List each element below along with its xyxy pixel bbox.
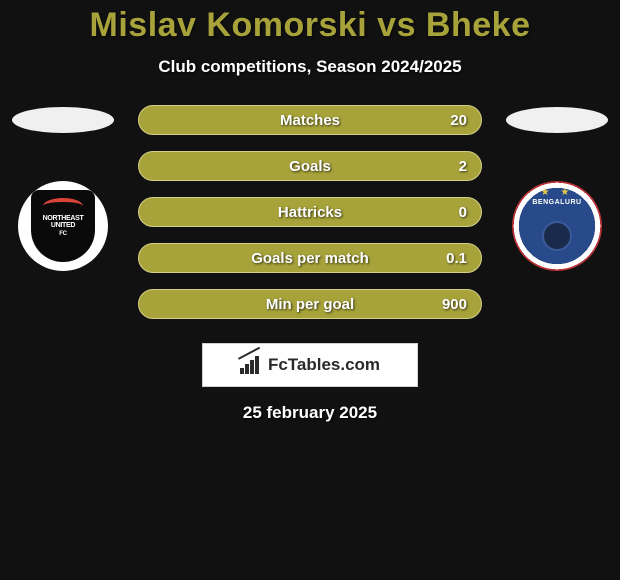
stat-label: Goals bbox=[289, 158, 331, 175]
stat-bar: Hattricks 0 bbox=[138, 197, 482, 227]
neu-shield-icon: NORTHEAST UNITED FC bbox=[31, 190, 95, 262]
ben-stars-icon: ★ ★ bbox=[541, 187, 574, 198]
stat-label: Matches bbox=[280, 112, 340, 129]
stat-value-right: 0 bbox=[459, 204, 467, 221]
stat-label: Goals per match bbox=[251, 250, 369, 267]
stat-bar: Min per goal 900 bbox=[138, 289, 482, 319]
stat-value-right: 2 bbox=[459, 158, 467, 175]
stat-value-right: 900 bbox=[442, 296, 467, 313]
stat-value-right: 0.1 bbox=[446, 250, 467, 267]
neu-logo-line2: UNITED bbox=[51, 222, 75, 229]
brand-attribution[interactable]: FcTables.com bbox=[202, 343, 418, 387]
stat-value-right: 20 bbox=[450, 112, 467, 129]
ben-ball-icon bbox=[542, 221, 572, 251]
stat-label: Hattricks bbox=[278, 204, 342, 221]
stats-column: Matches 20 Goals 2 Hattricks 0 Goals per match… bbox=[118, 105, 502, 335]
ben-logo-text: BENGALURU bbox=[532, 199, 581, 206]
stat-bar: Goals per match 0.1 bbox=[138, 243, 482, 273]
right-club-logo: ★ ★ BENGALURU bbox=[512, 181, 602, 271]
right-player-photo bbox=[506, 107, 608, 133]
stat-bar: Goals 2 bbox=[138, 151, 482, 181]
page-title: Mislav Komorski vs Bheke bbox=[0, 6, 620, 45]
left-player-column: NORTHEAST UNITED FC bbox=[8, 105, 118, 271]
snapshot-date: 25 february 2025 bbox=[0, 403, 620, 423]
comparison-card: Mislav Komorski vs Bheke Club competitio… bbox=[0, 0, 620, 423]
fctables-chart-icon bbox=[240, 356, 262, 374]
neu-logo-fc: FC bbox=[59, 231, 66, 237]
neu-logo-line1: NORTHEAST bbox=[43, 215, 84, 222]
left-player-photo bbox=[12, 107, 114, 133]
right-player-column: ★ ★ BENGALURU bbox=[502, 105, 612, 271]
main-row: NORTHEAST UNITED FC Matches 20 Goals 2 Hattr… bbox=[0, 105, 620, 335]
stat-label: Min per goal bbox=[266, 296, 354, 313]
left-club-logo: NORTHEAST UNITED FC bbox=[18, 181, 108, 271]
page-subtitle: Club competitions, Season 2024/2025 bbox=[0, 57, 620, 77]
brand-text: FcTables.com bbox=[268, 355, 380, 375]
stat-bar: Matches 20 bbox=[138, 105, 482, 135]
neu-accent-icon bbox=[43, 198, 83, 214]
